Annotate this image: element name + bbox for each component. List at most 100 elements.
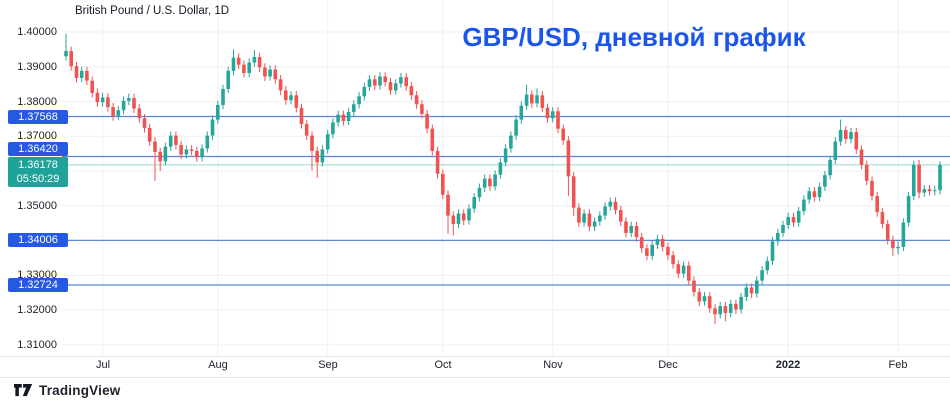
candle-up: [603, 202, 607, 220]
candle-up: [216, 100, 220, 124]
candle-up: [760, 266, 764, 285]
candle-up: [817, 182, 822, 202]
candle-up: [493, 170, 497, 191]
time-tick-label: Jul: [95, 359, 111, 371]
candle-down: [461, 209, 466, 225]
price-tick-label: 1.35000: [17, 200, 57, 212]
candle-down: [304, 120, 309, 141]
candle-down: [310, 131, 314, 171]
alert-price-badge[interactable]: 1.36420: [8, 142, 68, 156]
candle-down: [294, 91, 299, 113]
candle-down: [671, 251, 675, 269]
candle-down: [174, 131, 178, 150]
candle-down: [864, 160, 869, 186]
candle-down: [687, 261, 691, 286]
candle-up: [514, 115, 518, 140]
candle-up: [823, 171, 827, 191]
price-tick-label: 1.32000: [17, 304, 57, 316]
candle-up: [482, 174, 487, 192]
candle-up: [477, 183, 482, 202]
candle-down: [885, 219, 890, 245]
candle-down: [844, 125, 848, 144]
candle-up: [268, 65, 272, 81]
candle-down: [132, 93, 136, 113]
candle-down: [446, 190, 450, 234]
candle-down: [540, 91, 545, 113]
candle-up: [629, 221, 633, 238]
candle-up: [503, 144, 508, 167]
candle-up: [896, 241, 900, 255]
candle-up: [776, 228, 780, 246]
candle-down: [195, 146, 199, 162]
candle-down: [435, 146, 440, 179]
candle-up: [205, 131, 210, 153]
candle-down: [430, 124, 435, 156]
time-tick-label: Feb: [888, 359, 908, 371]
candle-down: [147, 123, 152, 146]
candle-up: [168, 131, 173, 151]
candle-up: [739, 292, 743, 314]
alert-price-badge[interactable]: 1.34006: [8, 233, 68, 247]
candle-down: [707, 292, 712, 313]
candle-down: [488, 174, 492, 191]
time-tick-label: Oct: [434, 359, 452, 371]
candle-up: [650, 240, 654, 261]
candle-down: [273, 65, 278, 84]
candle-up: [718, 301, 722, 319]
candle-down: [812, 187, 817, 202]
candle-up: [100, 92, 105, 107]
price-tick-label: 1.40000: [17, 26, 57, 38]
candle-down: [179, 140, 183, 159]
candle-up: [744, 283, 749, 302]
tradingview-logo-icon: [14, 383, 33, 398]
candle-up: [598, 211, 602, 226]
candle-up: [163, 142, 168, 166]
candle-down: [137, 104, 142, 123]
time-tick-label: 2022: [775, 359, 801, 371]
candle-up: [838, 119, 843, 146]
candle-up: [498, 158, 503, 179]
candle-up: [922, 185, 927, 197]
candle-down: [875, 191, 879, 217]
candle-down: [723, 301, 728, 322]
candle-down: [409, 82, 414, 100]
candle-down: [414, 91, 419, 109]
candle-down: [880, 207, 885, 229]
candle-up: [472, 193, 476, 213]
candle-up: [802, 195, 806, 216]
candle-up: [702, 292, 707, 306]
tradingview-attribution[interactable]: TradingView: [14, 383, 120, 398]
candle-up: [127, 93, 131, 105]
candle-down: [425, 109, 429, 134]
candle-down: [545, 103, 550, 123]
candle-up: [226, 66, 230, 94]
price-tick-label: 1.37000: [17, 130, 57, 142]
candlestick-chart[interactable]: [0, 0, 950, 356]
candle-up: [64, 33, 68, 61]
alert-price-badge[interactable]: 1.32724: [8, 278, 68, 292]
candle-up: [231, 49, 236, 76]
candle-up: [582, 209, 586, 227]
candle-down: [561, 124, 565, 145]
time-axis-separator: [0, 356, 950, 357]
symbol-title[interactable]: British Pound / U.S. Dollar, 1D: [75, 5, 230, 17]
candle-down: [734, 299, 738, 314]
candle-down: [451, 211, 456, 236]
candle-up: [781, 220, 785, 238]
candle-down: [917, 159, 921, 199]
candle-down: [189, 145, 194, 156]
candle-down: [142, 114, 147, 133]
candle-down: [388, 77, 393, 95]
candle-up: [352, 100, 356, 117]
candle-down: [587, 209, 592, 232]
candle-down: [257, 52, 262, 72]
candle-up: [367, 75, 372, 92]
candle-down: [158, 147, 162, 172]
footer-separator: [0, 377, 950, 378]
candle-down: [577, 203, 581, 227]
candle-up: [755, 276, 759, 298]
candle-up: [357, 92, 361, 109]
alert-price-badge[interactable]: 1.37568: [8, 110, 68, 124]
candle-down: [697, 287, 702, 306]
